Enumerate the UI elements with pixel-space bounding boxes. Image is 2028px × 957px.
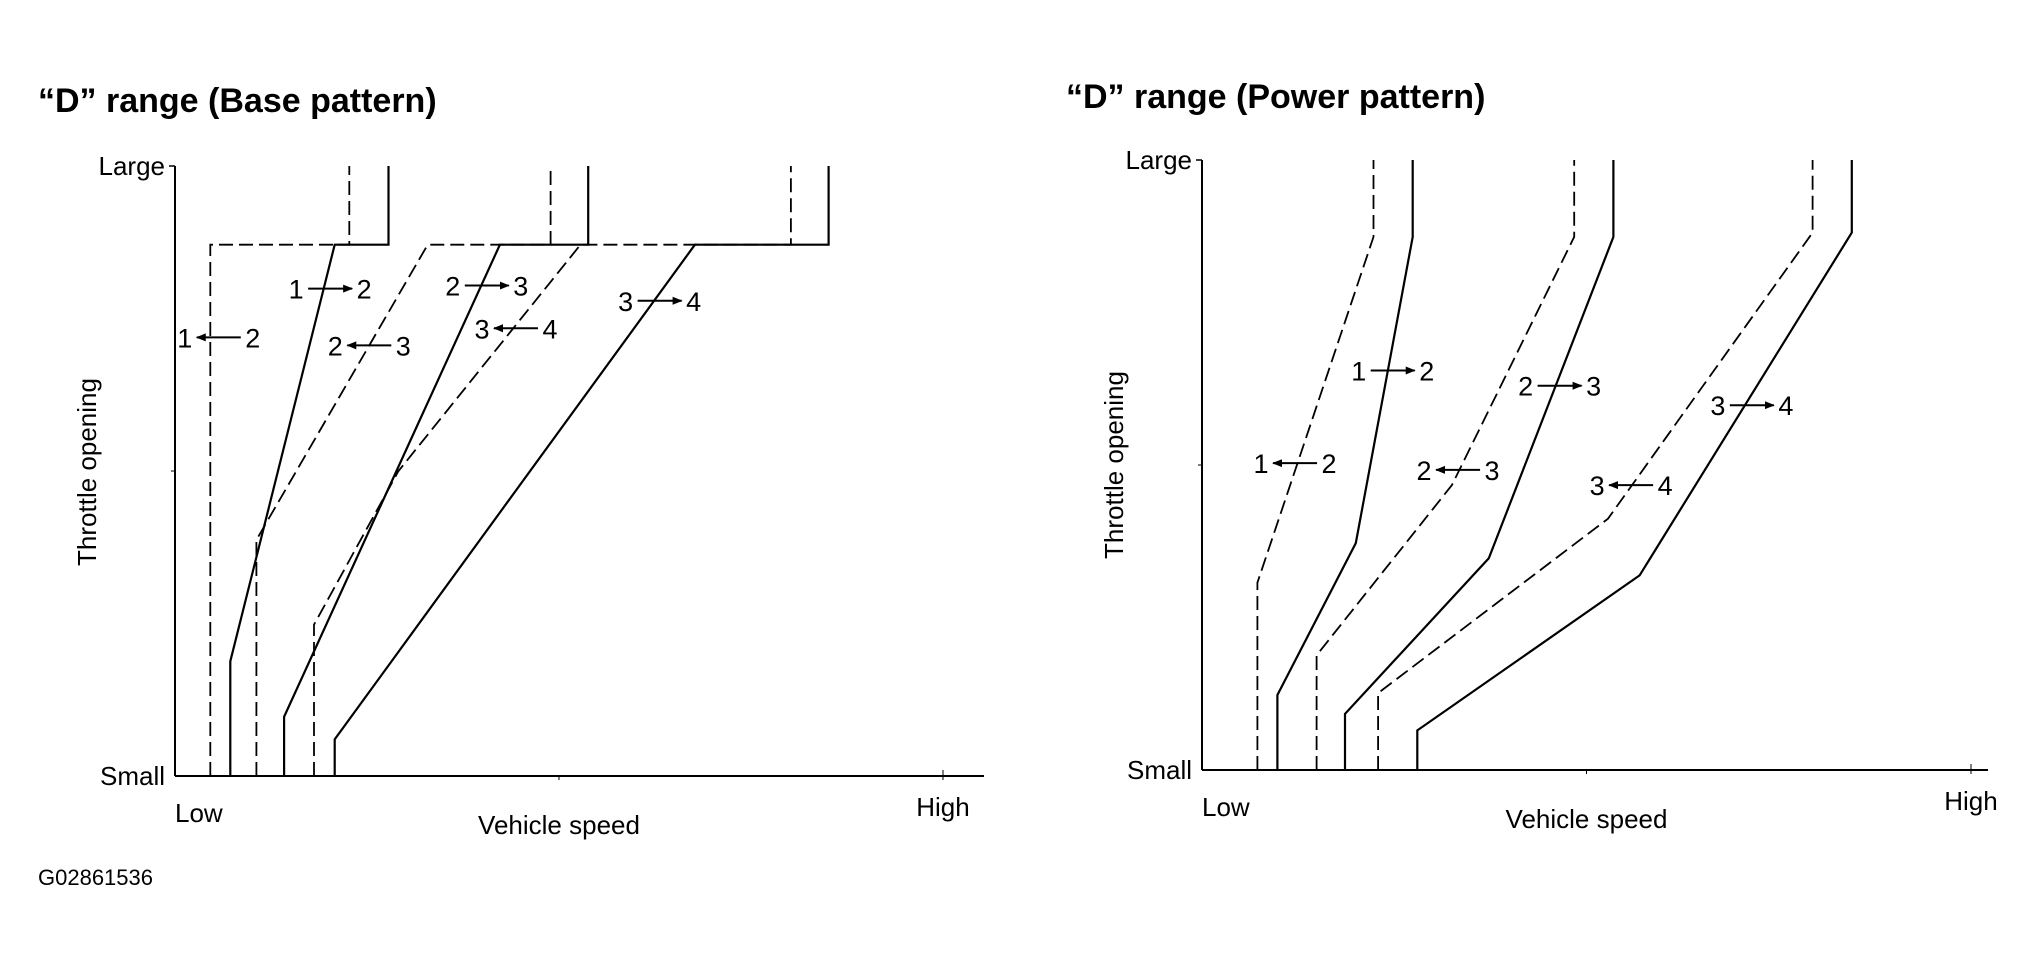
shift-line-solid-34	[1416, 160, 1853, 770]
shift-label-from: 2	[1417, 456, 1432, 486]
y-tick-label-large: Large	[1126, 145, 1193, 175]
shift-line-dashed-34	[1377, 160, 1814, 770]
shift-label-from: 3	[1590, 471, 1605, 501]
x-axis-label: Vehicle speed	[478, 810, 640, 840]
shift-line-solid-12	[229, 166, 390, 776]
shift-label-to: 4	[1778, 391, 1793, 421]
chart-title: “D” range (Power pattern)	[1066, 78, 1485, 116]
chart-base-pattern: “D” range (Base pattern) Large Small Low Hig…	[38, 82, 984, 840]
shift-label-from: 2	[1518, 372, 1533, 402]
chart-power-pattern: “D” range (Power pattern) Large Small Low Hi…	[1066, 78, 1998, 834]
shift-line-dashed-12	[1256, 160, 1375, 770]
shift-label-to: 4	[1658, 471, 1673, 501]
shift-label-to: 2	[357, 275, 372, 305]
shift-label-from: 2	[445, 272, 460, 302]
shift-label-from: 1	[289, 275, 304, 305]
shift-line-dashed-34	[313, 166, 792, 776]
shift-label-to: 3	[1485, 456, 1500, 486]
y-axis-label: Throttle opening	[1099, 371, 1129, 559]
shift-label-from: 3	[474, 314, 489, 344]
shift-line-solid-12	[1276, 160, 1414, 770]
shift-line-solid-23	[1343, 160, 1615, 770]
shift-label-from: 3	[618, 287, 633, 317]
shift-line-solid-34	[333, 166, 830, 776]
shift-label-to: 2	[1322, 449, 1337, 479]
y-axis-label: Throttle opening	[72, 378, 102, 566]
shift-label-to: 3	[1586, 372, 1601, 402]
y-tick-label-small: Small	[1127, 755, 1192, 785]
x-tick-label-high: High	[916, 792, 969, 822]
shift-label-from: 1	[1351, 356, 1366, 386]
shift-label-to: 3	[513, 272, 528, 302]
shift-label-from: 1	[1254, 449, 1269, 479]
x-axis-label: Vehicle speed	[1506, 804, 1668, 834]
shift-line-dashed-12	[209, 166, 351, 776]
shift-line-solid-23	[283, 166, 590, 776]
shift-line-dashed-23	[255, 166, 552, 776]
y-tick-label-large: Large	[99, 151, 166, 181]
shift-label-to: 4	[542, 314, 557, 344]
x-tick-label-low: Low	[1202, 792, 1250, 822]
chart-title: “D” range (Base pattern)	[38, 82, 437, 120]
shift-label-to: 3	[396, 331, 411, 361]
shift-label-to: 2	[245, 323, 260, 353]
y-tick-label-small: Small	[100, 761, 165, 791]
shift-label-to: 2	[1419, 356, 1434, 386]
shift-label-from: 1	[177, 323, 192, 353]
figure-code: G02861536	[38, 865, 153, 890]
x-tick-label-low: Low	[175, 798, 223, 828]
shift-label-from: 3	[1710, 391, 1725, 421]
shift-label-from: 2	[328, 331, 343, 361]
shift-line-dashed-23	[1315, 160, 1576, 770]
shift-label-to: 4	[686, 287, 701, 317]
x-tick-label-high: High	[1944, 786, 1997, 816]
